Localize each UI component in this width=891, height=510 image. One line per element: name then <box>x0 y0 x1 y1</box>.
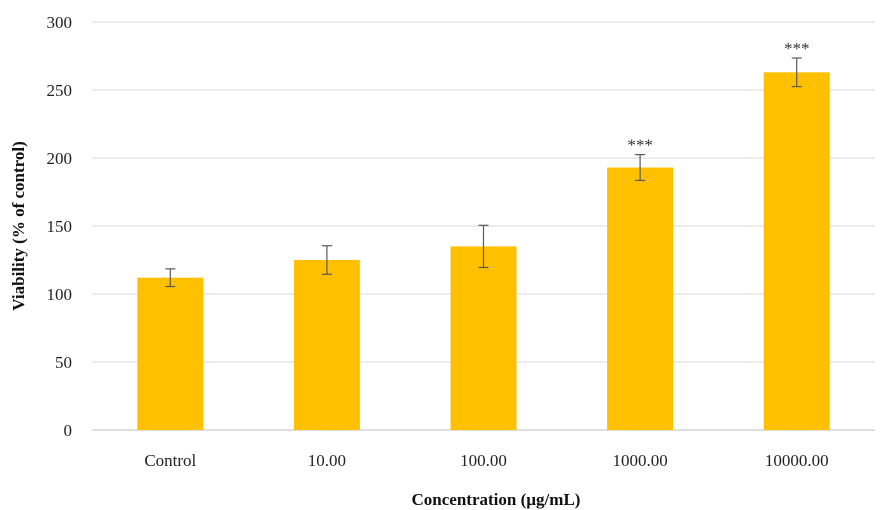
x-axis-title: Concentration (µg/mL) <box>412 490 581 509</box>
x-tick-label: 1000.00 <box>612 451 667 470</box>
bar <box>450 246 517 430</box>
y-tick-label: 50 <box>55 353 72 372</box>
y-tick-label: 250 <box>47 81 73 100</box>
bars <box>137 72 830 430</box>
x-tick-label: Control <box>144 451 196 470</box>
y-tick-label: 0 <box>64 421 73 440</box>
error-bar <box>165 268 176 288</box>
bar <box>293 260 360 430</box>
x-tick-label: 10.00 <box>308 451 346 470</box>
bar <box>137 277 204 430</box>
significance-marker: *** <box>784 39 810 58</box>
error-bar <box>321 245 332 275</box>
error-bar <box>635 154 646 182</box>
error-bars <box>165 57 802 288</box>
bar <box>607 167 674 430</box>
y-axis-ticks: 0 50 100 150 200 250 300 <box>47 13 73 440</box>
bar <box>763 72 830 430</box>
y-tick-label: 200 <box>47 149 73 168</box>
error-bar <box>478 224 489 269</box>
error-bar <box>791 57 802 88</box>
x-axis-ticks: Control 10.00 100.00 1000.00 10000.00 <box>144 451 828 470</box>
significance-annotations: *** *** <box>627 39 809 155</box>
y-tick-label: 150 <box>47 217 73 236</box>
y-tick-label: 100 <box>47 285 73 304</box>
y-axis-title: Viability (% of control) <box>9 141 28 311</box>
y-tick-label: 300 <box>47 13 73 32</box>
x-tick-label: 10000.00 <box>765 451 829 470</box>
significance-marker: *** <box>627 136 653 155</box>
x-tick-label: 100.00 <box>460 451 507 470</box>
